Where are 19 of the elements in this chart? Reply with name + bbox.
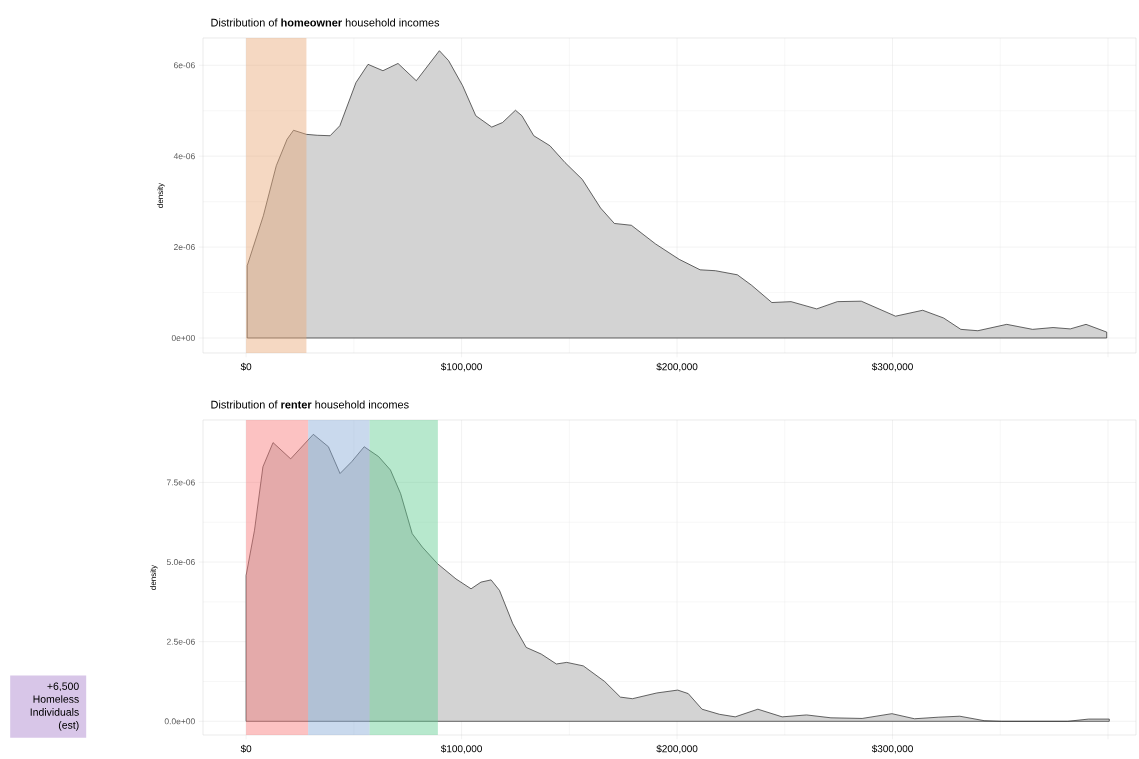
y-tick-label: 0e+00	[171, 335, 195, 341]
x-tick-label: $200,000	[656, 744, 698, 754]
text: +6,500 Homeless Individuals (est)	[30, 682, 79, 731]
x-tick-label: $100,000	[440, 744, 482, 754]
x-tick-label: $300,000	[871, 362, 913, 372]
x-tick-label: $300,000	[871, 744, 913, 754]
y-tick-label: 5.0e-06	[166, 559, 195, 566]
x-tick-label: $0	[240, 744, 252, 753]
chart-title: Distribution of homeowner household incomes	[211, 18, 440, 27]
x-tick-label: $100,000	[440, 362, 482, 372]
chart-title: Distribution of renter household incomes	[211, 400, 409, 409]
x-tick-label: $0	[240, 362, 252, 371]
y-tick-label: 6e-06	[174, 62, 195, 69]
y-tick-label: 2e-06	[173, 244, 195, 251]
y-tick-label: 2.5e-06	[166, 638, 195, 645]
y-tick-label: 7.5e-06	[166, 479, 195, 486]
x-tick-label: $200,000	[656, 362, 698, 372]
y-tick-label: 4e-06	[173, 153, 195, 160]
y-tick-label: 0.0e+00	[164, 718, 195, 725]
